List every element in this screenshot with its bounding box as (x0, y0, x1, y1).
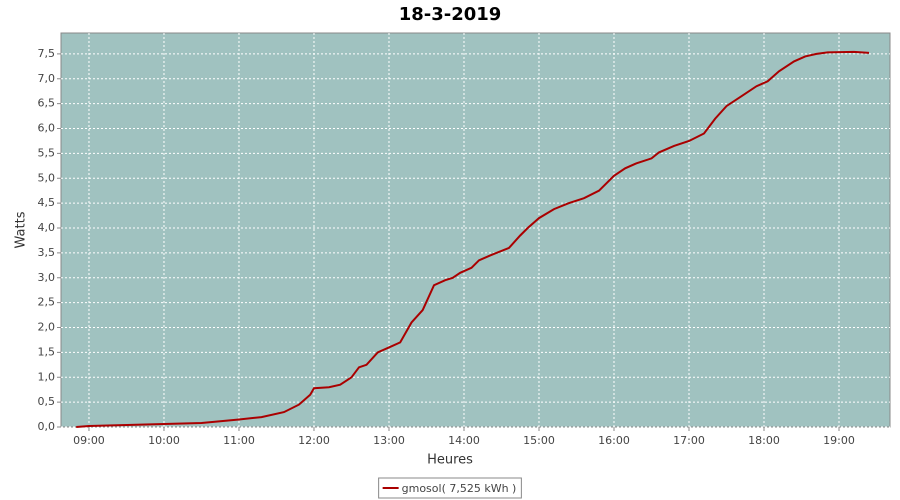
y-tick-label: 7,5 (38, 47, 56, 60)
y-tick-label: 3,5 (38, 246, 56, 259)
x-tick-label: 09:00 (73, 434, 105, 447)
x-tick-label: 14:00 (448, 434, 480, 447)
chart-title: 18-3-2019 (399, 4, 502, 25)
x-tick-label: 19:00 (823, 434, 855, 447)
y-tick-label: 7,0 (38, 72, 56, 85)
x-tick-label: 16:00 (598, 434, 630, 447)
x-tick-label: 15:00 (523, 434, 555, 447)
x-axis-label: Heures (427, 453, 473, 468)
y-tick-label: 3,0 (38, 271, 56, 284)
y-tick-label: 6,0 (38, 122, 56, 135)
x-tick-label: 11:00 (223, 434, 255, 447)
x-tick-label: 17:00 (673, 434, 705, 447)
y-tick-label: 1,5 (38, 345, 56, 358)
y-tick-label: 5,5 (38, 146, 56, 159)
line (76, 50, 870, 428)
y-tick-label: 5,0 (38, 171, 56, 184)
y-axis-label: Watts (14, 211, 29, 248)
y-tick-label: 0,5 (38, 395, 56, 408)
x-tick-label: 12:00 (298, 434, 330, 447)
plot-area (60, 32, 891, 428)
y-tick-label: 2,0 (38, 321, 56, 334)
x-tick-label: 13:00 (373, 434, 405, 447)
legend-label: gmosol( 7,525 kWh ) (402, 482, 517, 495)
x-tick-label: 10:00 (148, 434, 180, 447)
y-tick-label: 6,5 (38, 97, 56, 110)
y-tick-label: 1,0 (38, 370, 56, 383)
y-tick-label: 4,5 (38, 196, 56, 209)
x-tick-label: 18:00 (748, 434, 780, 447)
legend-box (378, 477, 522, 499)
y-tick-label: 4,0 (38, 221, 56, 234)
y-tick-label: 0,0 (38, 420, 56, 433)
y-tick-label: 2,5 (38, 296, 56, 309)
